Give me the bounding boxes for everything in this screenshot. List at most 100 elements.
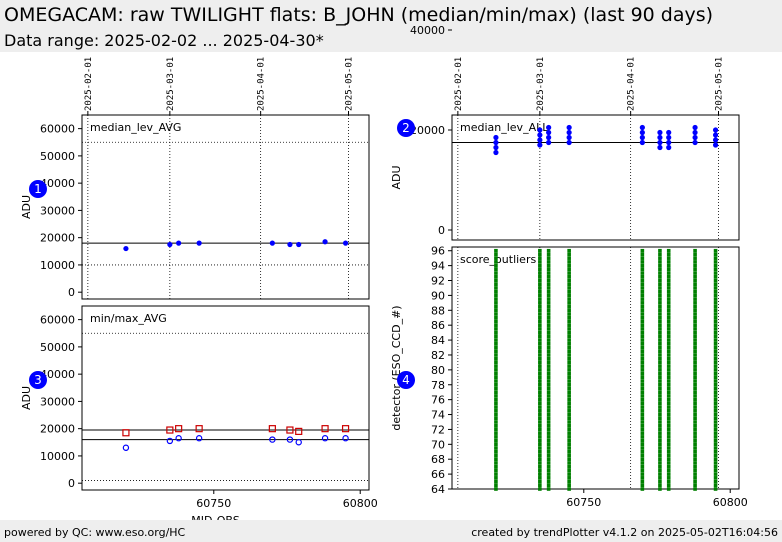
outlier-mark: [494, 394, 498, 398]
outlier-mark: [567, 260, 571, 264]
outlier-mark: [546, 286, 551, 290]
outlier-mark: [567, 319, 571, 324]
outlier-mark: [567, 487, 571, 491]
y-tick-label: 66: [431, 468, 445, 481]
outlier-mark: [640, 423, 645, 428]
y-tick-label: 0: [68, 477, 75, 490]
outlier-mark: [494, 356, 498, 361]
outlier-mark: [666, 442, 671, 447]
outlier-mark: [658, 401, 662, 406]
outlier-mark: [546, 397, 551, 402]
outlier-mark: [658, 256, 662, 260]
data-point: [712, 137, 719, 143]
outlier-mark: [713, 435, 718, 439]
outlier-mark: [693, 468, 697, 473]
y-tick-label: 88: [431, 304, 445, 317]
outlier-mark: [713, 342, 718, 346]
outlier-mark: [567, 334, 571, 339]
data-point: [296, 241, 302, 248]
outlier-mark: [713, 301, 718, 305]
outlier-mark: [538, 409, 542, 413]
outlier-mark: [546, 457, 551, 462]
data-point: [195, 425, 203, 433]
outlier-mark: [546, 461, 551, 465]
outlier-mark: [494, 435, 498, 439]
data-point: [321, 435, 329, 442]
outlier-mark: [658, 479, 662, 484]
outlier-mark: [713, 442, 718, 447]
outlier-mark: [713, 349, 718, 354]
outlier-mark: [567, 423, 571, 428]
outlier-mark: [713, 356, 718, 361]
outlier-mark: [494, 323, 498, 327]
page-subtitle: Data range: 2025-02-02 ... 2025-04-30*: [4, 31, 324, 50]
outlier-mark: [666, 301, 671, 305]
outlier-mark: [658, 342, 662, 346]
outlier-mark: [567, 375, 571, 380]
outlier-mark: [693, 461, 697, 465]
outlier-mark: [546, 327, 551, 331]
outlier-mark: [658, 427, 662, 432]
outlier-mark: [666, 468, 671, 473]
outlier-mark: [640, 301, 645, 305]
outlier-mark: [713, 364, 718, 368]
y-tick-label: 40000: [40, 177, 75, 190]
data-point: [657, 139, 663, 146]
outlier-mark: [494, 397, 498, 402]
outlier-mark: [567, 256, 571, 260]
outlier-mark: [666, 416, 671, 421]
outlier-mark: [538, 263, 542, 268]
outlier-mark: [640, 308, 645, 313]
outlier-mark: [693, 304, 697, 309]
outlier-mark: [538, 345, 542, 350]
outlier-mark: [546, 304, 551, 309]
outlier-mark: [494, 386, 498, 391]
outlier-mark: [538, 405, 542, 409]
outlier-mark: [693, 379, 697, 383]
panel-label: median_lev_AVG: [90, 121, 181, 134]
outlier-mark: [546, 319, 551, 324]
y-axis-label: ADU: [20, 386, 33, 410]
outlier-mark: [567, 476, 571, 480]
outlier-mark: [640, 315, 645, 320]
outlier-mark: [666, 487, 671, 491]
outlier-mark: [494, 464, 498, 469]
data-point: [166, 437, 174, 445]
outlier-mark: [693, 342, 697, 346]
outlier-mark: [567, 271, 571, 275]
outlier-mark: [713, 405, 718, 409]
outlier-mark: [494, 301, 498, 305]
outlier-mark: [713, 382, 718, 387]
outlier-mark: [546, 252, 551, 257]
outlier-mark: [713, 315, 718, 320]
outlier-mark: [567, 364, 571, 368]
outlier-mark: [666, 386, 671, 391]
y-tick-label: 40000: [410, 24, 445, 37]
outlier-mark: [693, 312, 697, 316]
outlier-mark: [546, 308, 551, 313]
outlier-mark: [546, 468, 551, 473]
outlier-mark: [666, 256, 671, 260]
outlier-mark: [666, 438, 671, 443]
outlier-mark: [713, 282, 718, 287]
y-tick-label: 84: [431, 334, 445, 347]
outlier-mark: [658, 327, 662, 331]
outlier-mark: [546, 375, 551, 380]
outlier-mark: [640, 330, 645, 335]
y-tick-label: 10000: [40, 450, 75, 463]
outlier-mark: [713, 401, 718, 406]
y-tick-label: 86: [431, 319, 445, 332]
outlier-mark: [567, 405, 571, 409]
outlier-mark: [567, 412, 571, 417]
outlier-mark: [546, 442, 551, 447]
outlier-mark: [494, 312, 498, 316]
outlier-mark: [640, 267, 645, 272]
y-tick-label: 76: [431, 394, 445, 407]
outlier-mark: [567, 274, 571, 279]
outlier-mark: [693, 334, 697, 339]
outlier-mark: [658, 386, 662, 391]
outlier-mark: [640, 476, 645, 480]
outlier-mark: [494, 453, 498, 458]
outlier-mark: [567, 312, 571, 316]
